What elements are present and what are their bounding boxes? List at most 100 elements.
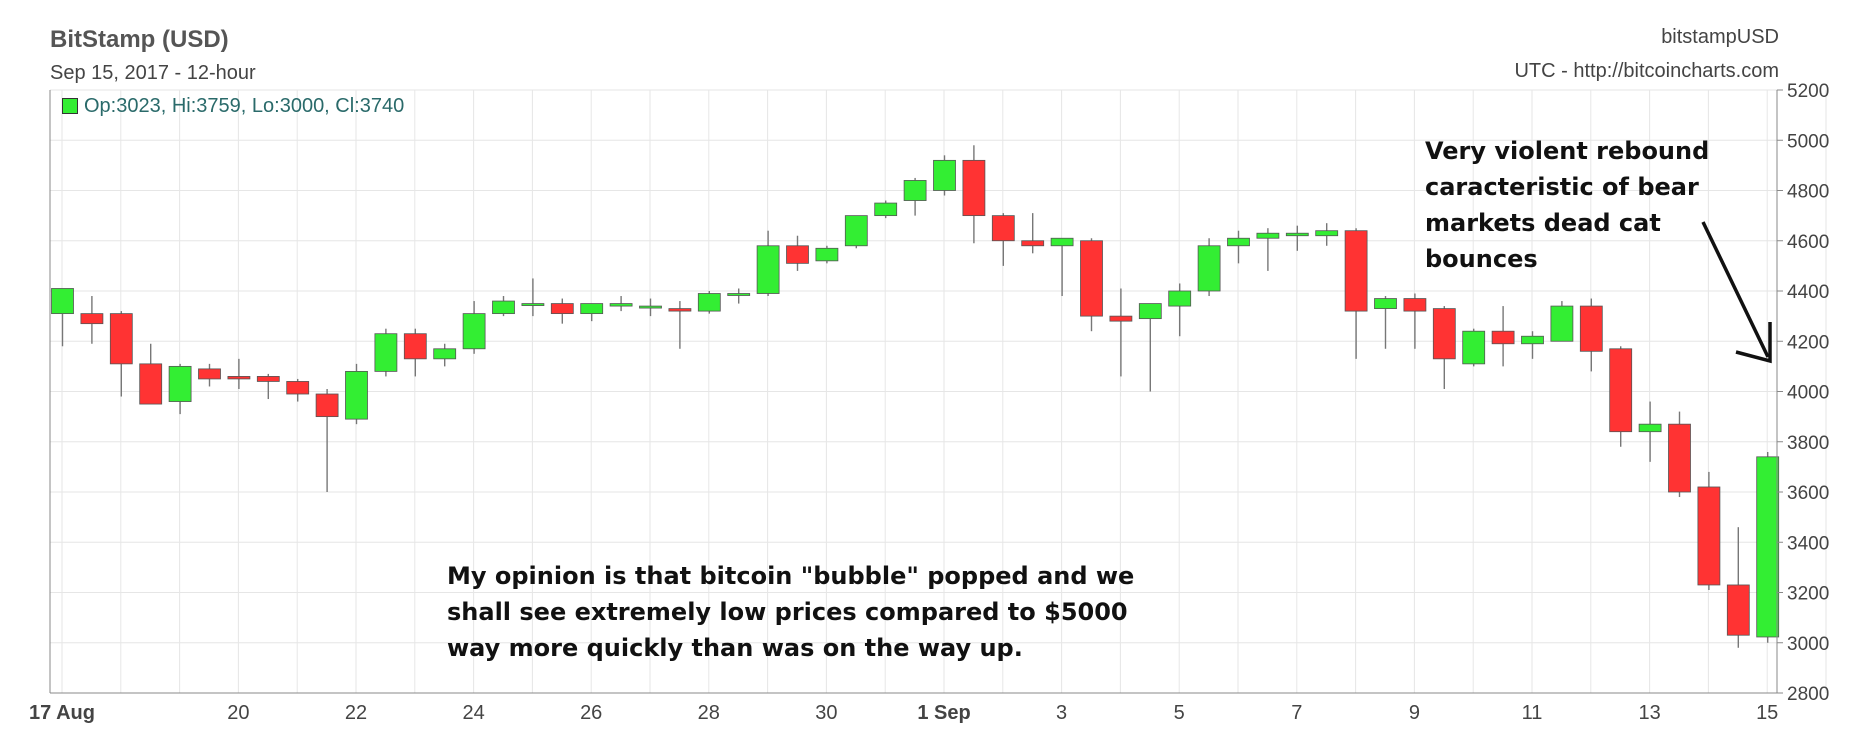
candle-down [1109,315,1133,322]
arrow-head [1735,322,1772,364]
y-tick-label: 3600 [1787,483,1829,504]
candle-down [198,368,221,380]
candle-up [1050,237,1074,247]
candle-down [1668,423,1691,493]
candle-up [345,370,368,420]
candle-up [1285,232,1309,237]
candle-down [786,245,809,264]
y-tick-label: 3800 [1787,433,1829,454]
y-tick-label: 4200 [1787,332,1829,353]
x-tick-label: 22 [345,702,367,724]
x-tick-label: 11 [1522,702,1543,724]
y-tick-label: 5000 [1787,131,1829,152]
y-tick-label: 3200 [1787,584,1829,605]
candle-up [1227,237,1250,247]
y-tick-label: 3000 [1787,634,1829,655]
candle-up [1638,423,1662,433]
candle-up [697,293,721,312]
candle-up [1462,330,1486,365]
candle-up [580,303,604,315]
candle-down [1021,240,1045,247]
candle-up [1138,303,1162,320]
annotation-opinion: My opinion is that bitcoin "bubble" popp… [447,562,1135,662]
candle-down [991,215,1015,242]
candle-down [1403,298,1427,312]
x-tick-label: 26 [580,702,602,724]
candle-up [874,202,898,217]
y-tick-label: 4000 [1787,383,1829,404]
candle-up [756,245,780,294]
candle-down [550,303,574,315]
x-tick-label: 15 [1756,702,1778,724]
candle-up [727,293,751,296]
gridlines [50,89,1827,694]
candle-down [962,159,986,217]
candle-up [1756,456,1780,638]
candle-down [1609,348,1633,433]
candle-up [609,303,633,307]
candle-down [139,363,163,405]
candle-up [51,288,74,315]
x-tick-label: 24 [462,702,484,724]
candle-down [1726,584,1750,636]
chart-title: BitStamp (USD) [50,26,229,53]
x-tick-label: 28 [698,702,720,724]
candle-down [1344,230,1368,312]
candle-up [1168,290,1192,307]
candle-up [815,247,839,262]
y-tick-label: 3400 [1787,533,1829,554]
candle-down [256,376,280,382]
symbol-label: bitstampUSD [1661,26,1779,48]
candles [51,145,1780,648]
candle-down [1579,305,1603,352]
arrow-shaft [1701,221,1770,358]
candle-up [1550,305,1574,342]
y-tick-label: 4400 [1787,282,1829,303]
chart-subtitle: Sep 15, 2017 - 12-hour [50,62,256,84]
candle-up [433,348,457,360]
x-tick-label: 17 Aug [29,702,95,724]
axes: 2800 3000 3200 3400 3600 3800 4000 4200 4400 4600… [29,81,1829,724]
x-tick-label: 9 [1409,702,1420,724]
candle-up [903,180,927,201]
ohlc-readout: Op:3023, Hi:3759, Lo:3000, Cl:3740 [84,95,405,117]
candle-up [1521,335,1544,345]
candle-down [286,381,310,395]
candle-up [374,333,398,372]
candle-up [1315,230,1339,237]
x-tick-label: 5 [1174,702,1185,724]
candle-down [109,313,133,365]
y-tick-label: 5200 [1787,81,1829,102]
candle-up [844,215,868,247]
x-tick-label: 13 [1638,702,1660,724]
annotation-rebound: Very violent rebound caracteristic of be… [1425,137,1710,269]
candle-down [80,313,104,325]
y-tick-label: 4800 [1787,182,1829,203]
candle-down [227,376,251,380]
candle-up [639,305,662,309]
candle-down [1697,486,1721,586]
x-tick-label: 30 [815,702,837,724]
annotation-arrow [1701,221,1772,364]
y-tick-label: 2800 [1787,684,1829,705]
x-tick-label: 20 [227,702,249,724]
ohlc-swatch-icon [62,98,78,114]
source-label: UTC - http://bitcoincharts.com [1514,60,1779,82]
candle-up [521,303,545,306]
candle-up [462,313,486,350]
candle-down [1432,308,1456,360]
candle-up [492,300,515,315]
candle-down [1491,330,1515,345]
candle-down [315,393,339,418]
x-tick-label: 1 Sep [917,702,970,724]
x-tick-label: 7 [1291,702,1302,724]
candle-up [168,365,192,402]
candle-up [933,159,956,191]
candle-down [403,333,427,360]
candle-up [1197,245,1221,292]
y-tick-label: 4600 [1787,232,1829,253]
x-tick-label: 3 [1056,702,1067,724]
candle-up [1374,298,1397,309]
candle-up [1256,232,1280,239]
